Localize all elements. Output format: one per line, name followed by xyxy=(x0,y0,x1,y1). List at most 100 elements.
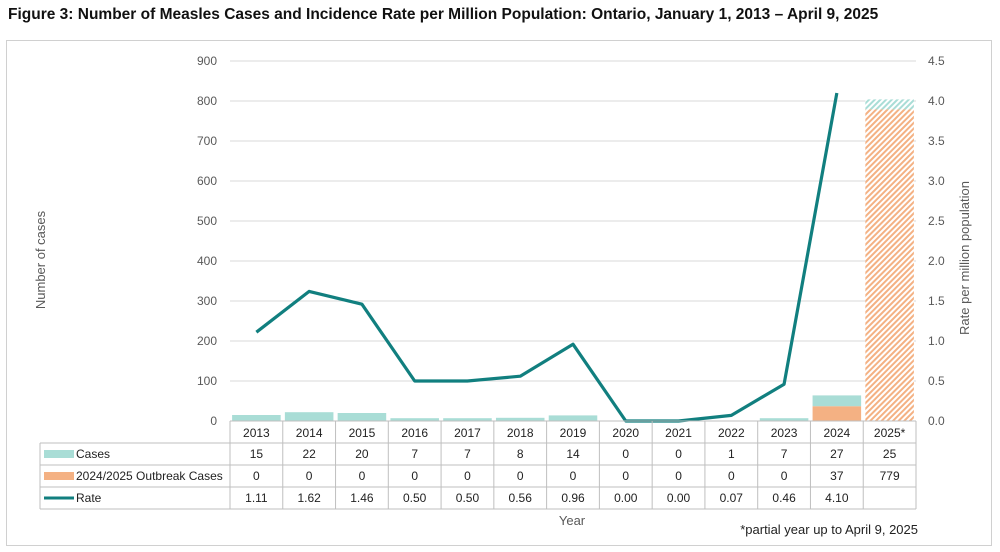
y-tick-right: 0.0 xyxy=(928,414,945,428)
x-axis-title: Year xyxy=(559,513,586,528)
table-cell: 0.07 xyxy=(720,491,744,505)
table-cell: 0.50 xyxy=(456,491,480,505)
table-cell: 0.00 xyxy=(614,491,638,505)
axes: Number of cases Rate per million populat… xyxy=(33,54,972,537)
table-cell: 0.50 xyxy=(403,491,427,505)
x-tick-label: 2025* xyxy=(874,426,906,440)
y-tick-right: 4.5 xyxy=(928,54,945,68)
table-cell: 14 xyxy=(566,447,580,461)
table-cell: 20 xyxy=(355,447,369,461)
y-tick-right: 2.5 xyxy=(928,214,945,228)
x-tick-label: 2013 xyxy=(243,426,270,440)
legend-key xyxy=(44,472,74,480)
y-tick-left: 500 xyxy=(197,214,217,228)
table-cell: 0 xyxy=(570,469,577,483)
table-cell: 0 xyxy=(622,469,629,483)
table-cell: 0 xyxy=(359,469,366,483)
cases-bar xyxy=(443,418,492,421)
x-tick-label: 2014 xyxy=(296,426,323,440)
y-tick-right: 0.5 xyxy=(928,374,945,388)
table-cell: 4.10 xyxy=(825,491,849,505)
y-axis-title-right: Rate per million population xyxy=(957,181,972,335)
y-tick-left: 100 xyxy=(197,374,217,388)
x-tick-label: 2016 xyxy=(401,426,428,440)
cases-bar xyxy=(284,412,334,421)
table-cell: 15 xyxy=(250,447,264,461)
y-tick-left: 800 xyxy=(197,94,217,108)
table-cell: 8 xyxy=(517,447,524,461)
y-tick-right: 4.0 xyxy=(928,94,945,108)
table-cell: 7 xyxy=(411,447,418,461)
table-cell: 0 xyxy=(675,469,682,483)
table-cell: 0.96 xyxy=(561,491,585,505)
rate-line-layer xyxy=(255,92,839,423)
bars xyxy=(232,99,914,422)
table-cell: 22 xyxy=(302,447,316,461)
table-cell: 0.00 xyxy=(667,491,691,505)
legend-label: 2024/2025 Outbreak Cases xyxy=(76,469,223,483)
table-cell: 0 xyxy=(781,469,788,483)
x-tick-label: 2021 xyxy=(665,426,692,440)
y-tick-left: 0 xyxy=(210,414,217,428)
table-cell: 0 xyxy=(517,469,524,483)
y-tick-left: 900 xyxy=(197,54,217,68)
legend-label: Rate xyxy=(76,491,102,505)
table-cell: 0 xyxy=(411,469,418,483)
cases-bar xyxy=(865,99,914,110)
chart-frame xyxy=(6,40,992,546)
x-tick-label: 2020 xyxy=(612,426,639,440)
x-tick-label: 2024 xyxy=(823,426,850,440)
y-tick-right: 3.5 xyxy=(928,134,945,148)
cases-bar xyxy=(232,415,281,421)
table-cell: 0.56 xyxy=(509,491,533,505)
table-cell: 0 xyxy=(675,447,682,461)
y-tick-right: 1.5 xyxy=(928,294,945,308)
x-tick-label: 2023 xyxy=(771,426,798,440)
table-cell: 1.46 xyxy=(350,491,374,505)
cases-bar xyxy=(759,418,809,421)
table-cell: 779 xyxy=(880,469,900,483)
outbreak-cases-bar xyxy=(865,109,914,422)
cases-bar xyxy=(495,417,545,421)
y-tick-left: 600 xyxy=(197,174,217,188)
table-cell: 27 xyxy=(830,447,844,461)
x-tick-label: 2018 xyxy=(507,426,534,440)
table-cell: 25 xyxy=(883,447,897,461)
y-tick-right: 3.0 xyxy=(928,174,945,188)
x-tick-label: 2017 xyxy=(454,426,481,440)
y-tick-right: 2.0 xyxy=(928,254,945,268)
cases-bar xyxy=(548,415,598,421)
y-axis-title-left: Number of cases xyxy=(33,210,48,309)
y-tick-left: 200 xyxy=(197,334,217,348)
table-cell: 0 xyxy=(253,469,260,483)
rate-line xyxy=(255,92,839,423)
figure-title: Figure 3: Number of Measles Cases and In… xyxy=(8,6,879,23)
x-tick-label: 2015 xyxy=(349,426,376,440)
footnote: *partial year up to April 9, 2025 xyxy=(740,522,918,537)
table-cell: 0 xyxy=(728,469,735,483)
data-table: 2013 2014 2015 2016 2017 2018 2019 2020 2021 2022… xyxy=(39,420,917,510)
table-cell: 1.62 xyxy=(297,491,321,505)
table-cell: 1.11 xyxy=(245,491,268,505)
cases-bar xyxy=(812,395,862,407)
x-tick-label: 2019 xyxy=(560,426,587,440)
y-tick-right: 1.0 xyxy=(928,334,945,348)
cases-bar xyxy=(337,413,387,421)
y-tick-left: 400 xyxy=(197,254,217,268)
table-cell: 7 xyxy=(781,447,788,461)
outbreak-cases-bar xyxy=(812,406,862,421)
cases-bar xyxy=(390,418,439,421)
table-cell: 37 xyxy=(830,469,844,483)
table-cell: 7 xyxy=(464,447,471,461)
y-tick-left: 300 xyxy=(197,294,217,308)
x-tick-label: 2022 xyxy=(718,426,745,440)
table-cell: 1 xyxy=(728,447,735,461)
table-cell: 0 xyxy=(306,469,313,483)
legend-label: Cases xyxy=(76,447,110,461)
table-cell: 0.46 xyxy=(772,491,796,505)
y-tick-left: 700 xyxy=(197,134,217,148)
table-cell: 0 xyxy=(464,469,471,483)
legend-key xyxy=(44,450,74,458)
table-cell: 0 xyxy=(622,447,629,461)
